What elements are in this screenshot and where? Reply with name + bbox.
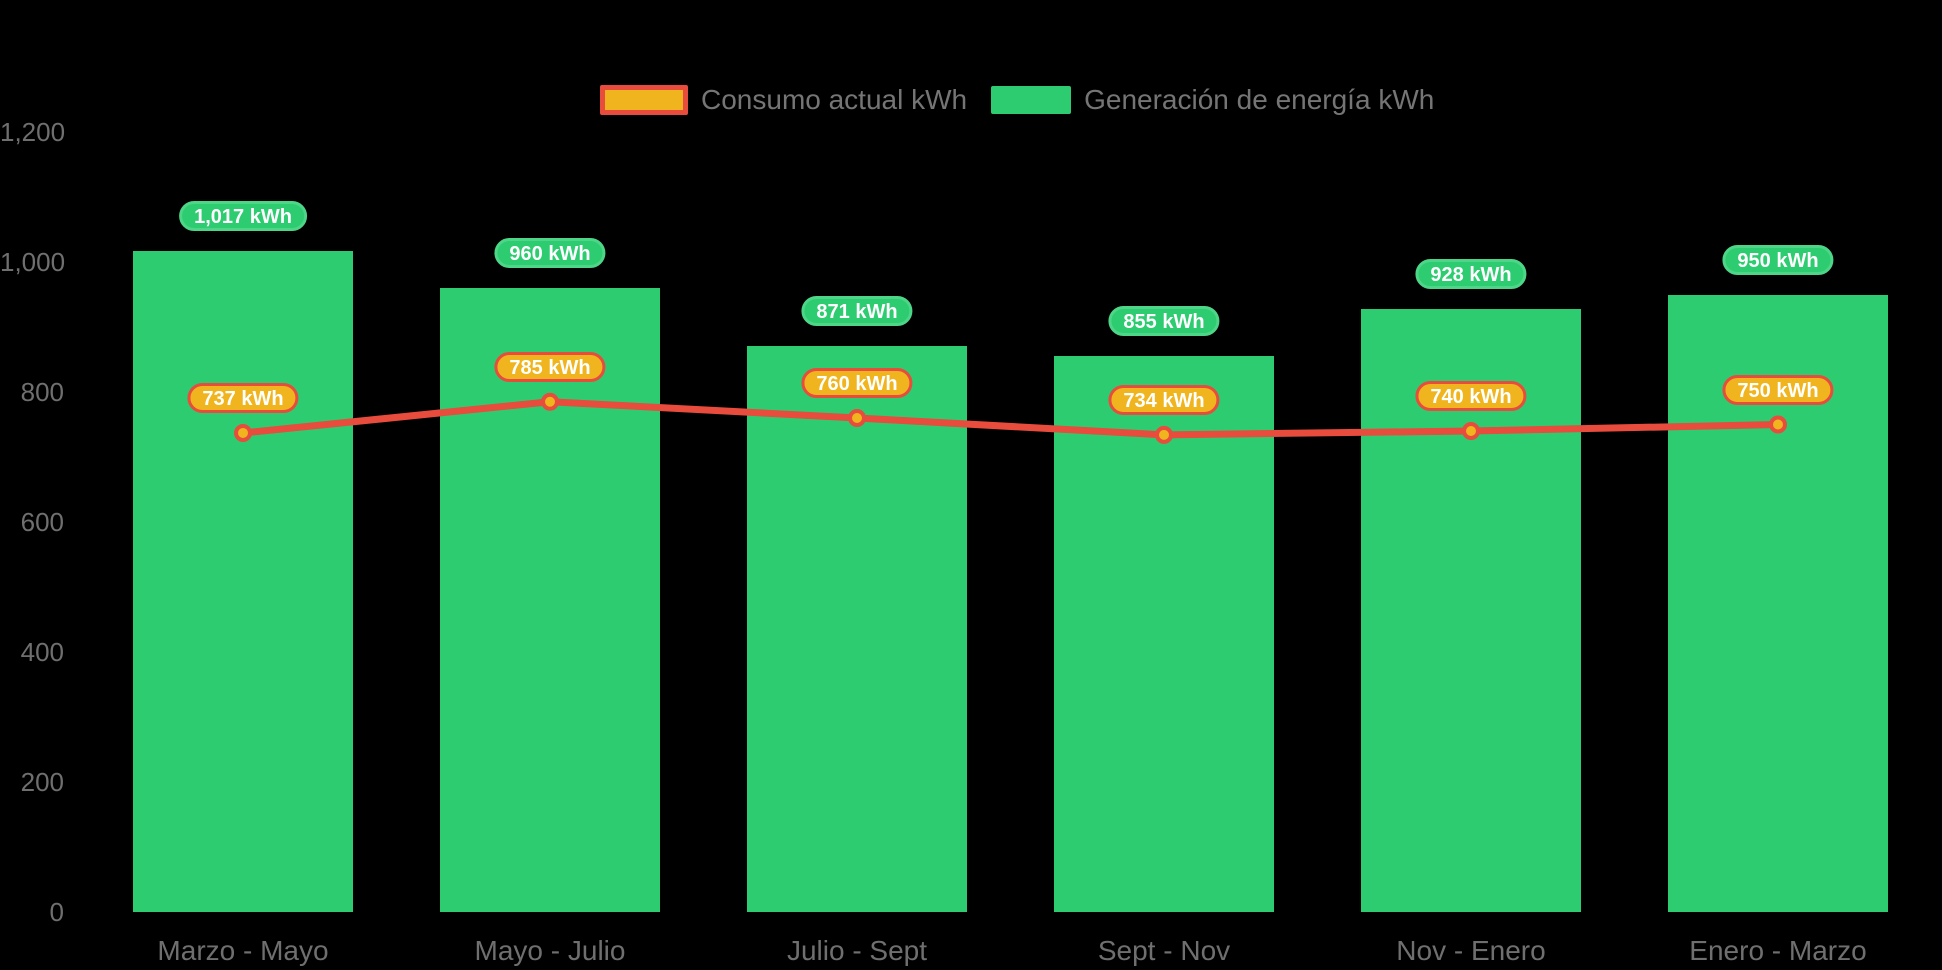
generation-bar[interactable] (440, 288, 660, 912)
y-axis-tick-label: 400 (20, 637, 64, 667)
y-axis-tick-label: 200 (20, 767, 64, 797)
x-axis-category-label: Nov - Enero (1396, 935, 1546, 966)
y-axis-tick-label: 800 (20, 377, 64, 407)
legend-label-consumo: Consumo actual kWh (701, 84, 968, 115)
consumption-swatch-icon (600, 85, 688, 115)
consumption-point[interactable] (1462, 422, 1480, 440)
consumption-value-badge: 737 kWh (187, 382, 299, 413)
y-axis-tick-label: 0 (49, 897, 64, 927)
generation-bar[interactable] (133, 250, 353, 912)
x-axis-category-label: Sept - Nov (1097, 935, 1231, 966)
generation-bar[interactable] (1054, 356, 1274, 912)
x-axis-category-label: Julio - Sept (786, 935, 928, 966)
generation-value-badge: 928 kWh (1415, 258, 1527, 289)
y-axis-tick-label: 600 (20, 507, 64, 537)
consumption-value-badge: 760 kWh (801, 368, 913, 398)
consumption-point[interactable] (848, 409, 866, 427)
generation-bar[interactable] (747, 345, 967, 912)
legend-item-generacion[interactable]: Generación de energía kWh (991, 84, 1434, 116)
consumption-point[interactable] (234, 423, 252, 442)
generation-value-badge: 960 kWh (494, 238, 606, 268)
chart-legend: Consumo actual kWh Generación de energía… (600, 84, 1434, 116)
y-axis-tick-label: 1,000 (0, 247, 66, 277)
consumption-line-path (239, 398, 1782, 439)
consumption-point[interactable] (1769, 415, 1787, 434)
consumption-point[interactable] (1155, 425, 1173, 444)
consumption-value-badge: 785 kWh (494, 351, 606, 382)
generation-value-badge: 950 kWh (1722, 244, 1834, 275)
generation-value-badge: 871 kWh (801, 295, 913, 326)
legend-item-consumo[interactable]: Consumo actual kWh (600, 84, 967, 116)
generation-value-badge: 1,017 kWh (179, 200, 307, 231)
x-axis-category-label: Mayo - Julio (474, 935, 626, 966)
generation-value-badge: 855 kWh (1108, 306, 1220, 337)
consumption-point[interactable] (541, 392, 559, 411)
y-axis-tick-label: 1,200 (0, 117, 66, 147)
consumption-value-badge: 740 kWh (1415, 381, 1527, 411)
x-axis-category-label: Enero - Marzo (1689, 935, 1867, 966)
consumption-value-badge: 750 kWh (1722, 374, 1834, 405)
generation-swatch-icon (991, 86, 1072, 114)
x-axis-category-label: Marzo - Mayo (157, 935, 329, 966)
consumption-value-badge: 734 kWh (1108, 384, 1220, 415)
legend-label-generacion: Generación de energía kWh (1084, 84, 1435, 115)
